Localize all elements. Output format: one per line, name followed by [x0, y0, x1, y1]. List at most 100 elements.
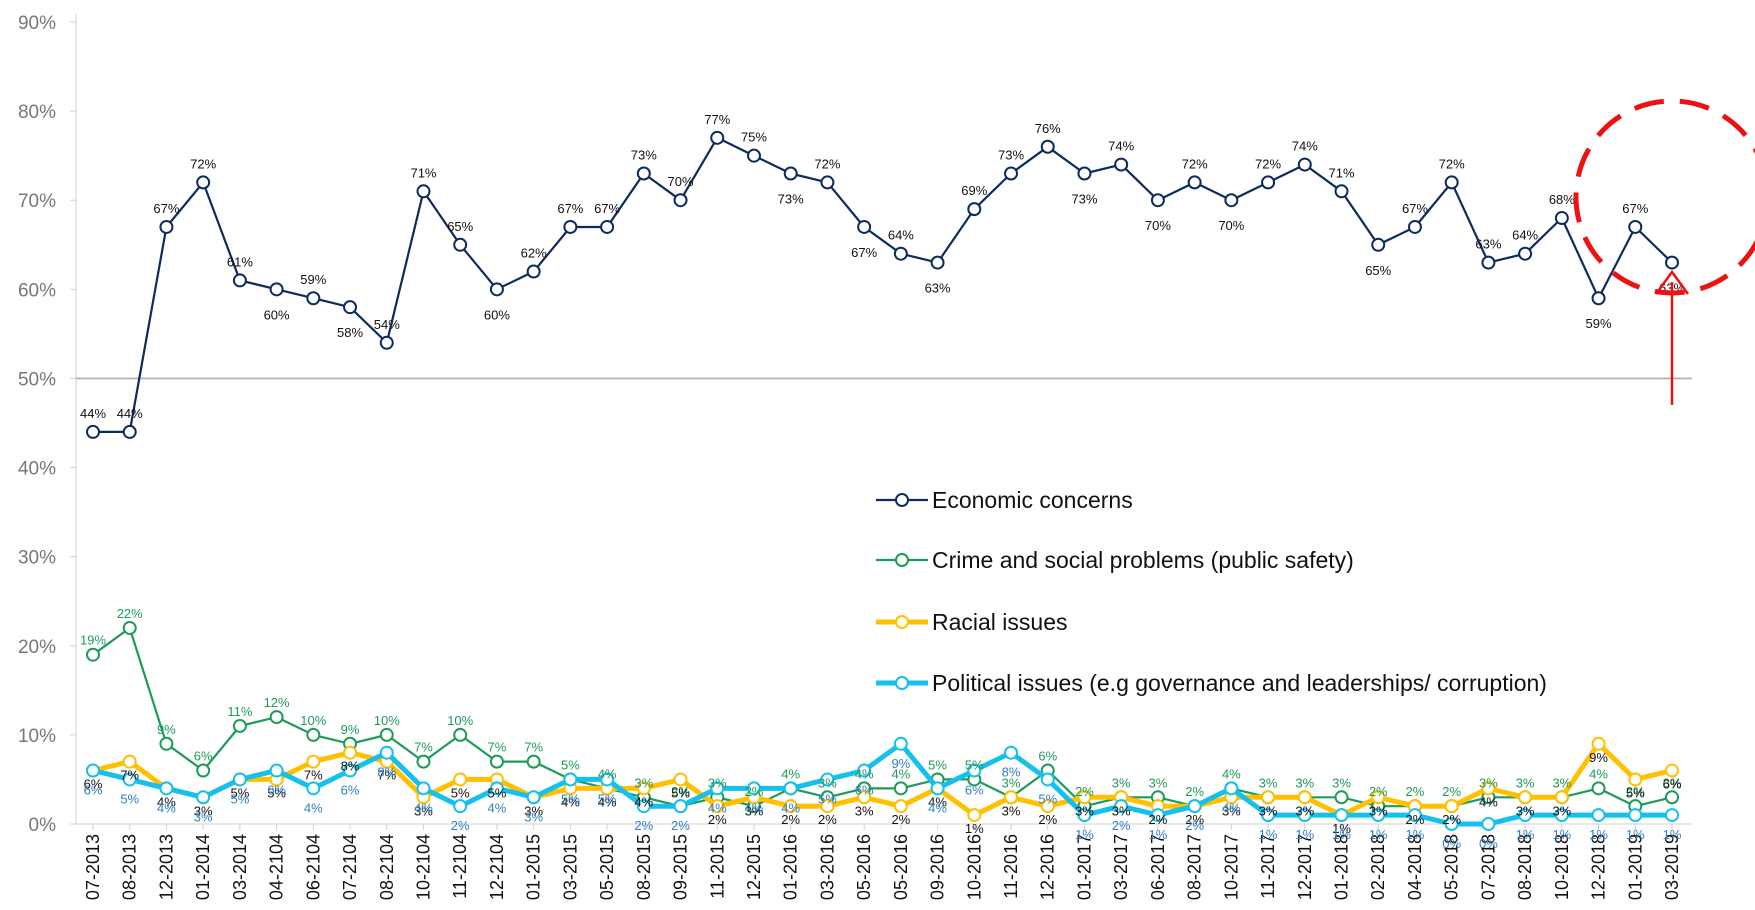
- data-point: [893, 736, 908, 751]
- x-tick-label: 10-2016: [964, 834, 984, 900]
- data-label: 4%: [304, 800, 323, 815]
- data-label: 1%: [1332, 827, 1351, 842]
- data-label: 2%: [1038, 812, 1057, 827]
- data-point: [159, 736, 174, 751]
- data-label: 1%: [1369, 827, 1388, 842]
- data-label: 5%: [1626, 785, 1645, 800]
- data-label: 6%: [267, 783, 286, 798]
- x-tick-label: 09-2015: [671, 834, 691, 900]
- data-point: [636, 781, 651, 796]
- data-label: 3%: [414, 803, 433, 818]
- data-label: 73%: [778, 191, 804, 206]
- data-point: [1591, 291, 1606, 306]
- data-label: 7%: [304, 768, 323, 783]
- data-point: [1224, 781, 1239, 796]
- data-label: 65%: [1365, 263, 1391, 278]
- data-point: [930, 781, 945, 796]
- data-point: [673, 799, 688, 814]
- legend-swatch-marker: [895, 493, 909, 507]
- data-label: 64%: [1512, 228, 1538, 243]
- data-label: 3%: [634, 775, 653, 790]
- data-point: [379, 727, 394, 742]
- data-point: [122, 772, 137, 787]
- legend-swatch-marker: [895, 676, 909, 690]
- data-point: [159, 781, 174, 796]
- y-tick-label: 50%: [18, 369, 56, 390]
- x-tick-label: 05-2016: [891, 834, 911, 900]
- data-point: [783, 799, 798, 814]
- data-label: 62%: [521, 246, 547, 261]
- data-label: 9%: [891, 756, 910, 771]
- data-label: 3%: [1295, 803, 1314, 818]
- label-layer: 19%22%9%6%11%12%10%9%10%7%10%7% 7%5%4%3%2…: [80, 112, 1685, 851]
- data-point: [820, 799, 835, 814]
- data-point: [1481, 817, 1496, 831]
- data-point: [710, 781, 725, 796]
- legend-label: Economic concerns: [932, 487, 1133, 513]
- data-label: 5%: [120, 791, 139, 806]
- x-tick-label: 05-2016: [854, 834, 874, 900]
- x-tick-label: 07-2013: [83, 834, 103, 900]
- data-point: [1077, 808, 1092, 823]
- data-label: 4%: [781, 766, 800, 781]
- data-point: [967, 202, 982, 217]
- data-label: 5%: [671, 785, 690, 800]
- data-label: 2%: [1149, 812, 1168, 827]
- data-label: 69%: [961, 183, 987, 198]
- data-point: [1665, 808, 1679, 823]
- data-label: 5%: [451, 785, 470, 800]
- data-label: 22%: [117, 606, 143, 621]
- data-point: [820, 175, 835, 190]
- data-label: 59%: [300, 272, 326, 287]
- data-label: 3%: [1259, 775, 1278, 790]
- data-label: 3%: [1663, 775, 1682, 790]
- x-tick-label: 09-2016: [928, 834, 948, 900]
- data-point: [306, 727, 321, 742]
- data-label: 2%: [1185, 812, 1204, 827]
- data-point: [379, 335, 394, 350]
- data-label: 3%: [1295, 775, 1314, 790]
- data-point: [1628, 808, 1643, 823]
- data-point: [710, 799, 725, 814]
- data-label: 9%: [157, 722, 176, 737]
- data-label: 4%: [928, 794, 947, 809]
- data-label: 3%: [1002, 803, 1021, 818]
- data-label: 6%: [855, 783, 874, 798]
- x-tick-label: 04-2018: [1405, 834, 1425, 900]
- x-tick-label: 11-2016: [1001, 834, 1021, 899]
- data-point: [1554, 808, 1569, 823]
- data-label: 5%: [598, 791, 617, 806]
- data-label: 71%: [1328, 165, 1354, 180]
- x-tick-label: 03-2017: [1111, 834, 1131, 900]
- x-tick-label: 05-2015: [597, 834, 617, 900]
- data-point: [1004, 790, 1019, 805]
- data-point: [1150, 808, 1165, 823]
- data-point: [1297, 157, 1312, 172]
- data-label: 63%: [925, 281, 951, 296]
- data-point: [1518, 246, 1533, 261]
- data-point: [86, 763, 100, 778]
- data-label: 2%: [818, 812, 837, 827]
- data-label: 3%: [1332, 775, 1351, 790]
- data-point: [1481, 255, 1496, 270]
- data-point: [343, 745, 358, 760]
- data-label: 72%: [190, 156, 216, 171]
- data-point: [783, 781, 798, 796]
- data-label: 2%: [1112, 818, 1131, 833]
- data-label: 2%: [671, 818, 690, 833]
- data-point: [1114, 157, 1129, 172]
- data-label: 70%: [1145, 218, 1171, 233]
- data-label: 72%: [1439, 156, 1465, 171]
- x-tick-label: 08-2013: [120, 834, 140, 900]
- data-point: [343, 763, 358, 778]
- x-tick-label: 03-2015: [560, 834, 580, 900]
- data-label: 4%: [745, 800, 764, 815]
- data-point: [1261, 808, 1276, 823]
- data-point: [1261, 790, 1276, 805]
- data-label: 74%: [1292, 139, 1318, 154]
- data-point: [1481, 781, 1496, 796]
- data-label: 2%: [1185, 818, 1204, 833]
- axis-layer: 0% 10% 20% 30% 40% 50% 60% 70% 80% 90% 07-2013 08-2…: [18, 13, 1692, 900]
- data-label: 2%: [671, 784, 690, 799]
- data-point: [563, 219, 578, 234]
